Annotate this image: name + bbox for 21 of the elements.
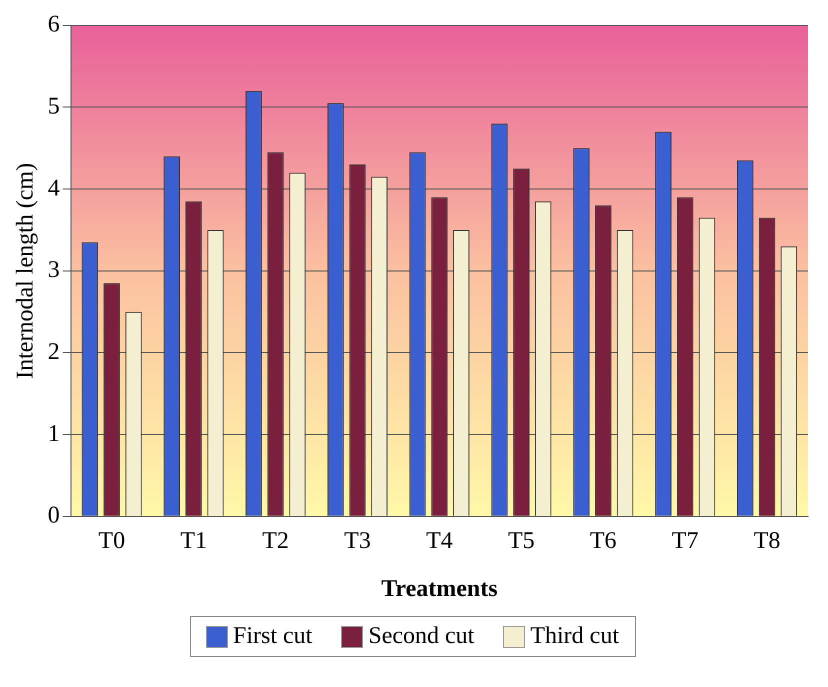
- y-tick-label: 6: [48, 12, 60, 38]
- y-tick-label: 0: [48, 502, 60, 529]
- x-tick-label: T2: [262, 528, 289, 554]
- y-tick-label: 1: [48, 420, 60, 447]
- y-tick-label: 3: [48, 257, 60, 284]
- y-tick-label: 2: [48, 339, 60, 366]
- y-tick-label: 4: [48, 175, 60, 202]
- x-tick-label: T8: [754, 528, 780, 554]
- legend-label: Third cut: [530, 623, 619, 650]
- x-tick-label: T3: [344, 528, 371, 554]
- x-tick-label: T0: [98, 528, 126, 554]
- legend-label: Second cut: [368, 623, 474, 650]
- x-tick-label: T7: [672, 528, 698, 554]
- legend-label: First cut: [233, 623, 312, 650]
- x-tick-label: T4: [426, 528, 453, 554]
- x-axis-title: Treatments: [381, 576, 498, 602]
- y-tick-label: 5: [48, 94, 60, 120]
- x-tick-label: T1: [180, 528, 208, 554]
- x-tick-label: T6: [590, 528, 617, 554]
- y-axis-title: Internodal length (cm): [12, 162, 39, 379]
- x-tick-label: T5: [508, 528, 535, 554]
